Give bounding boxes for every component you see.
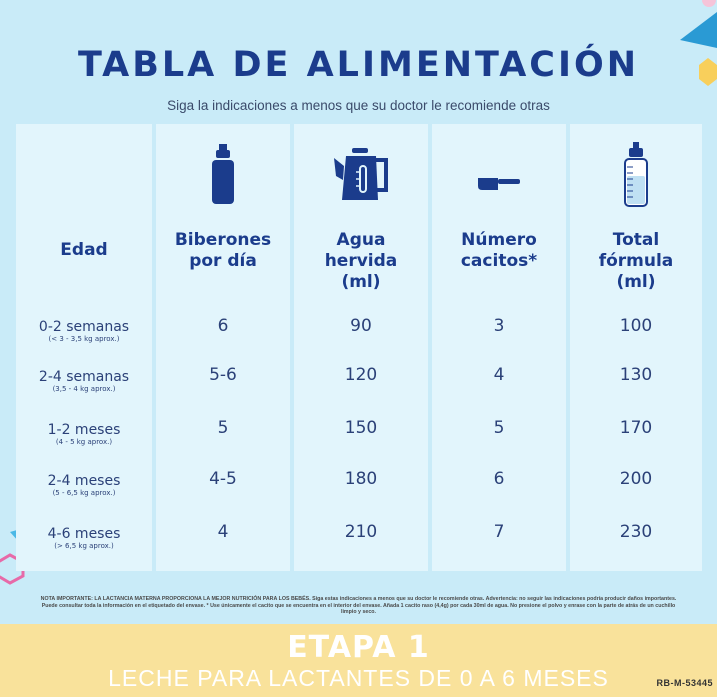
header-age: Edad (60, 240, 108, 260)
age-cell: 1-2 meses (4 - 5 kg aprox.) (47, 422, 121, 446)
stage-title: ETAPA 1 (287, 630, 430, 665)
important-note: NOTA IMPORTANTE: LA LACTANCIA MATERNA PR… (40, 596, 677, 616)
page-subtitle: Siga la indicaciones a menos que su doct… (167, 98, 550, 113)
product-code: RB-M-53445 (656, 678, 713, 688)
decorative-blue-triangle-icon (680, 12, 717, 48)
bottles-cell: 5-6 (209, 365, 237, 385)
stage-band (0, 624, 717, 697)
bottles-cell: 4-5 (209, 469, 237, 489)
water-cell: 210 (344, 522, 378, 542)
age-cell: 4-6 meses (> 6,5 kg aprox.) (47, 526, 121, 550)
total-cell: 130 (619, 365, 653, 385)
total-cell: 100 (619, 316, 653, 336)
header-bottles: Biberones por día (174, 230, 272, 271)
bottles-cell: 6 (217, 316, 229, 336)
decorative-pink-circle-icon (702, 0, 716, 7)
scoops-cell: 5 (493, 418, 505, 438)
stage-subtitle: LECHE PARA LACTANTES DE 0 A 6 MESES (108, 665, 609, 691)
bottle-icon (212, 144, 234, 204)
scoops-cell: 7 (493, 522, 505, 542)
water-cell: 120 (344, 365, 378, 385)
water-cell: 180 (344, 469, 378, 489)
column-age: Edad 0-2 semanas (< 3 - 3,5 kg aprox.) 2-… (16, 124, 152, 571)
total-cell: 200 (619, 469, 653, 489)
page-title: TABLA DE ALIMENTACIÓN (77, 45, 640, 85)
scoop-icon (478, 178, 520, 190)
column-bottles: Biberones por día 6 5-6 5 4-5 4 (156, 124, 290, 571)
bottles-cell: 5 (217, 418, 229, 438)
column-water: Agua hervida (ml) 90 120 150 180 210 (294, 124, 428, 571)
decorative-yellow-hexagon-icon (699, 58, 717, 86)
column-total: Total fórmula (ml) 100 130 170 200 230 (570, 124, 702, 571)
header-scoops: Número cacitos* (460, 230, 538, 271)
measuring-bottle-icon (624, 142, 648, 207)
age-cell: 2-4 meses (5 - 6,5 kg aprox.) (47, 473, 121, 497)
header-water: Agua hervida (ml) (324, 230, 398, 292)
header-total: Total fórmula (ml) (598, 230, 674, 292)
water-cell: 90 (350, 316, 372, 336)
column-scoops: Número cacitos* 3 4 5 6 7 (432, 124, 566, 571)
scoops-cell: 6 (493, 469, 505, 489)
age-cell: 0-2 semanas (< 3 - 3,5 kg aprox.) (38, 319, 130, 343)
water-cell: 150 (344, 418, 378, 438)
total-cell: 230 (619, 522, 653, 542)
age-cell: 2-4 semanas (3,5 - 4 kg aprox.) (38, 369, 130, 393)
scoops-cell: 3 (493, 316, 505, 336)
scoops-cell: 4 (493, 365, 505, 385)
bottles-cell: 4 (217, 522, 229, 542)
kettle-icon (334, 148, 388, 200)
total-cell: 170 (619, 418, 653, 438)
